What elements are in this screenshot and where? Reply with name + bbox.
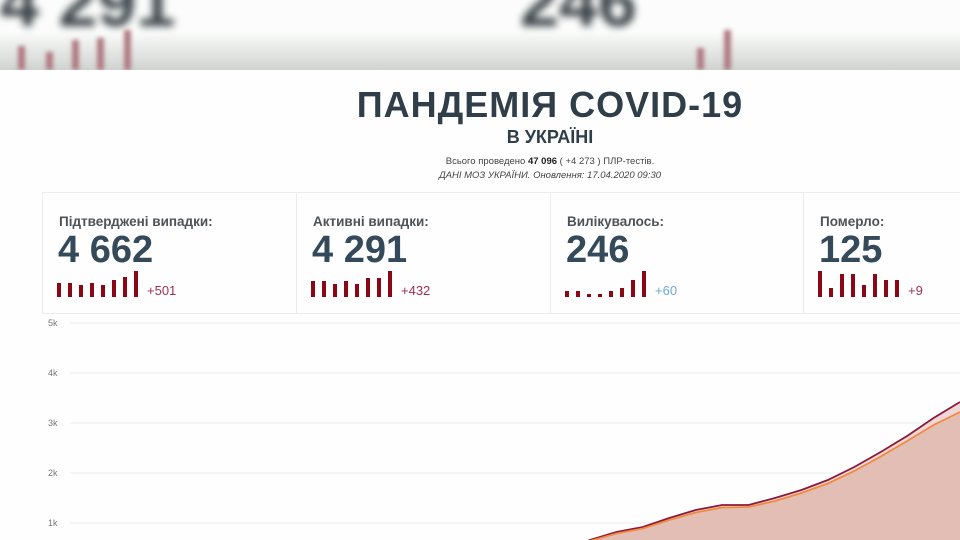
chart-plot <box>70 322 960 540</box>
spark-bar <box>598 294 602 297</box>
cases-chart: 5k 4k 3k 2k 1k <box>0 312 960 540</box>
spark-bar <box>355 284 359 297</box>
spark-bar <box>134 271 138 297</box>
card-label: Вилікувалось: <box>567 214 665 229</box>
blurred-value: 246 <box>520 0 637 41</box>
spark-bar <box>818 271 822 297</box>
spark-bar <box>322 280 326 297</box>
spark-bar <box>862 285 866 297</box>
tests-total: 47 096 <box>527 156 558 167</box>
card-value: 246 <box>566 229 630 271</box>
tests-delta: ( +4 273 ) <box>559 156 601 167</box>
spark-bar <box>57 282 61 297</box>
blurred-background: 4 291 246 <box>0 0 960 70</box>
blurred-bar <box>46 52 53 70</box>
spark-bar <box>851 273 855 297</box>
card-delta: +60 <box>655 283 678 298</box>
card-recovered: Вилікувалось: 246 +60 <box>551 193 804 313</box>
blurred-bar <box>72 40 79 70</box>
card-label: Активні випадки: <box>313 214 429 229</box>
spark-bar <box>333 284 337 297</box>
spark-bar <box>377 277 381 297</box>
spark-bar <box>101 285 105 297</box>
card-value: 4 291 <box>312 229 408 271</box>
spark-bar <box>90 282 94 297</box>
card-confirmed: Підтверджені випадки: 4 662 +501 <box>43 193 297 313</box>
spark-bar <box>873 273 877 297</box>
tests-info: Всього проведено 47 096 ( +4 273 ) ПЛР-т… <box>0 156 960 167</box>
spark-bar <box>631 279 635 297</box>
card-label: Померло: <box>820 214 885 229</box>
blurred-bar <box>124 30 131 70</box>
spark-bar <box>576 291 580 297</box>
spark-bar <box>112 279 116 297</box>
page-subtitle: В УКРАЇНІ <box>506 127 594 147</box>
spark-bar <box>388 271 392 297</box>
spark-bar <box>884 279 888 297</box>
y-tick-label: 2k <box>48 468 58 478</box>
y-tick-label: 4k <box>48 368 58 378</box>
blurred-bar <box>724 30 731 70</box>
blurred-bar <box>697 48 704 70</box>
spark-bar <box>829 288 833 297</box>
spark-bar <box>79 285 83 297</box>
card-delta: +432 <box>401 283 431 298</box>
card-deaths: Померло: 125 +9 <box>804 193 960 313</box>
series-line <box>590 411 960 540</box>
spark-bar <box>895 279 899 297</box>
card-active: Активні випадки: 4 291 +432 <box>297 193 551 313</box>
spark-bar <box>609 291 613 297</box>
card-delta: +501 <box>147 283 177 298</box>
card-value: 125 <box>819 229 883 271</box>
tests-prefix: Всього проведено <box>445 156 526 167</box>
dashboard-panel <box>0 70 960 540</box>
card-label: Підтверджені випадки: <box>59 214 213 229</box>
spark-bar <box>344 280 348 297</box>
blurred-value: 4 291 <box>0 0 176 41</box>
spark-bar <box>311 280 315 297</box>
series-area <box>570 412 960 540</box>
sparkline <box>818 269 908 297</box>
stats-cards: Підтверджені випадки: 4 662 +501 Активні… <box>42 192 960 314</box>
card-value: 4 662 <box>58 229 154 271</box>
series-line <box>587 401 960 540</box>
spark-bar <box>587 294 591 297</box>
blurred-bar <box>18 46 25 70</box>
sparkline <box>57 269 147 297</box>
card-delta: +9 <box>908 283 923 298</box>
spark-bar <box>123 276 127 297</box>
spark-bar <box>642 271 646 297</box>
spark-bar <box>366 277 370 297</box>
blurred-bar <box>97 38 104 70</box>
sparkline <box>565 269 655 297</box>
y-tick-label: 1k <box>48 518 58 528</box>
sparkline <box>311 269 401 297</box>
spark-bar <box>620 288 624 297</box>
tests-suffix: ПЛР-тестів. <box>603 156 655 167</box>
y-tick-label: 3k <box>48 418 58 428</box>
spark-bar <box>68 282 72 297</box>
y-tick-label: 5k <box>48 318 58 328</box>
spark-bar <box>840 273 844 297</box>
page-title: ПАНДЕМІЯ COVID-19 <box>356 84 744 125</box>
spark-bar <box>565 291 569 297</box>
source-line: ДАНІ МОЗ УКРАЇНИ. Оновлення: 17.04.2020 … <box>438 170 662 181</box>
